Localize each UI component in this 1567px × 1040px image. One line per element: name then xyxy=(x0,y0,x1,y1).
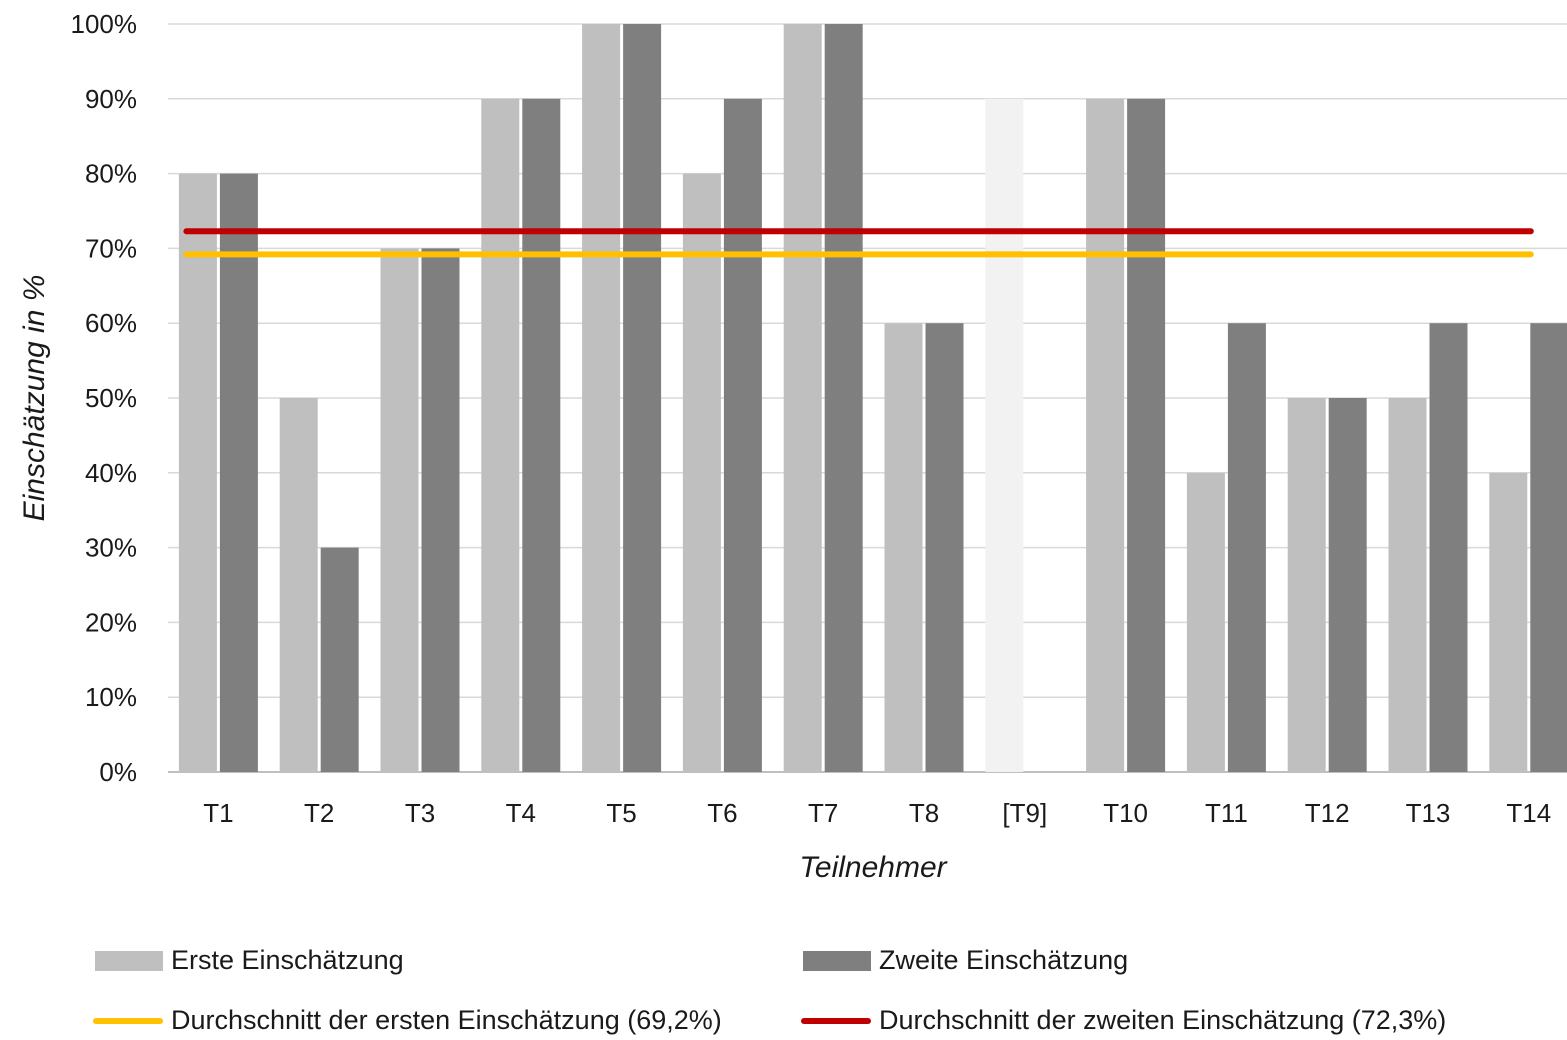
y-axis-title: Einschätzung in % xyxy=(18,275,51,522)
bar-erste-T2 xyxy=(279,398,318,772)
bar-zweite-T6 xyxy=(723,98,762,773)
x-tick-label: T5 xyxy=(606,798,636,828)
bar-erste-T6 xyxy=(682,173,721,773)
bar-zweite-T10 xyxy=(1127,98,1166,773)
bar-erste-T14 xyxy=(1489,472,1528,772)
x-axis-title: Teilnehmer xyxy=(799,851,947,884)
x-tick-label: T1 xyxy=(203,798,233,828)
x-tick-label: T3 xyxy=(405,798,435,828)
y-tick-label: 70% xyxy=(85,233,137,263)
bar-zweite-T4 xyxy=(522,98,561,773)
bar-zweite-T3 xyxy=(421,248,460,772)
bar-erste-T10 xyxy=(1086,98,1125,773)
bar-zweite-T12 xyxy=(1328,398,1367,772)
x-tick-label: T8 xyxy=(909,798,939,828)
x-axis-ticks: T1 T2 T3 T4 T5 T6 T7 T8 [T9] T10 T11 T12 T13 T14 xyxy=(203,798,1551,828)
bar-zweite-T13 xyxy=(1429,323,1468,772)
bar-zweite-T7 xyxy=(824,24,863,772)
y-tick-label: 20% xyxy=(85,607,137,637)
y-tick-label: 10% xyxy=(85,682,137,712)
y-tick-label: 0% xyxy=(99,757,137,787)
bar-erste-T13 xyxy=(1388,398,1427,772)
bar-erste-T4 xyxy=(481,98,520,773)
bar-zweite-T1 xyxy=(219,173,258,773)
bars xyxy=(178,24,1567,773)
y-tick-label: 50% xyxy=(85,383,137,413)
bar-zweite-T14 xyxy=(1530,323,1567,772)
x-tick-label: T13 xyxy=(1406,798,1451,828)
y-tick-label: 60% xyxy=(85,308,137,338)
bar-erste-T8 xyxy=(884,323,923,772)
x-tick-label: T12 xyxy=(1305,798,1350,828)
bar-zweite-T2 xyxy=(320,547,359,772)
average-lines xyxy=(183,228,1534,258)
x-tick-label: T10 xyxy=(1103,798,1148,828)
bar-erste-T11 xyxy=(1186,472,1225,772)
bar-zweite-T5 xyxy=(623,24,662,772)
x-tick-label: [T9] xyxy=(1002,798,1047,828)
x-tick-label: T11 xyxy=(1205,798,1248,828)
x-tick-label: T7 xyxy=(808,798,838,828)
y-tick-label: 90% xyxy=(85,84,137,114)
y-axis-ticks: 0% 10% 20% 30% 40% 50% 60% 70% 80% 90% 100% xyxy=(71,9,138,787)
bar-erste-T1 xyxy=(178,173,217,773)
y-tick-label: 30% xyxy=(85,533,137,563)
bar-erste-T7 xyxy=(783,24,822,772)
x-tick-label: T2 xyxy=(304,798,334,828)
bar-zweite-T8 xyxy=(925,323,964,772)
y-tick-label: 100% xyxy=(71,9,138,39)
bar-erste-[T9] xyxy=(985,98,1024,773)
bar-erste-T3 xyxy=(380,248,419,772)
x-tick-label: T4 xyxy=(506,798,536,828)
bar-zweite-T11 xyxy=(1227,323,1266,772)
y-tick-label: 40% xyxy=(85,458,137,488)
y-tick-label: 80% xyxy=(85,159,137,189)
bar-erste-T12 xyxy=(1287,398,1326,772)
x-tick-label: T14 xyxy=(1506,798,1551,828)
x-tick-label: T6 xyxy=(707,798,737,828)
bar-erste-T5 xyxy=(582,24,621,772)
